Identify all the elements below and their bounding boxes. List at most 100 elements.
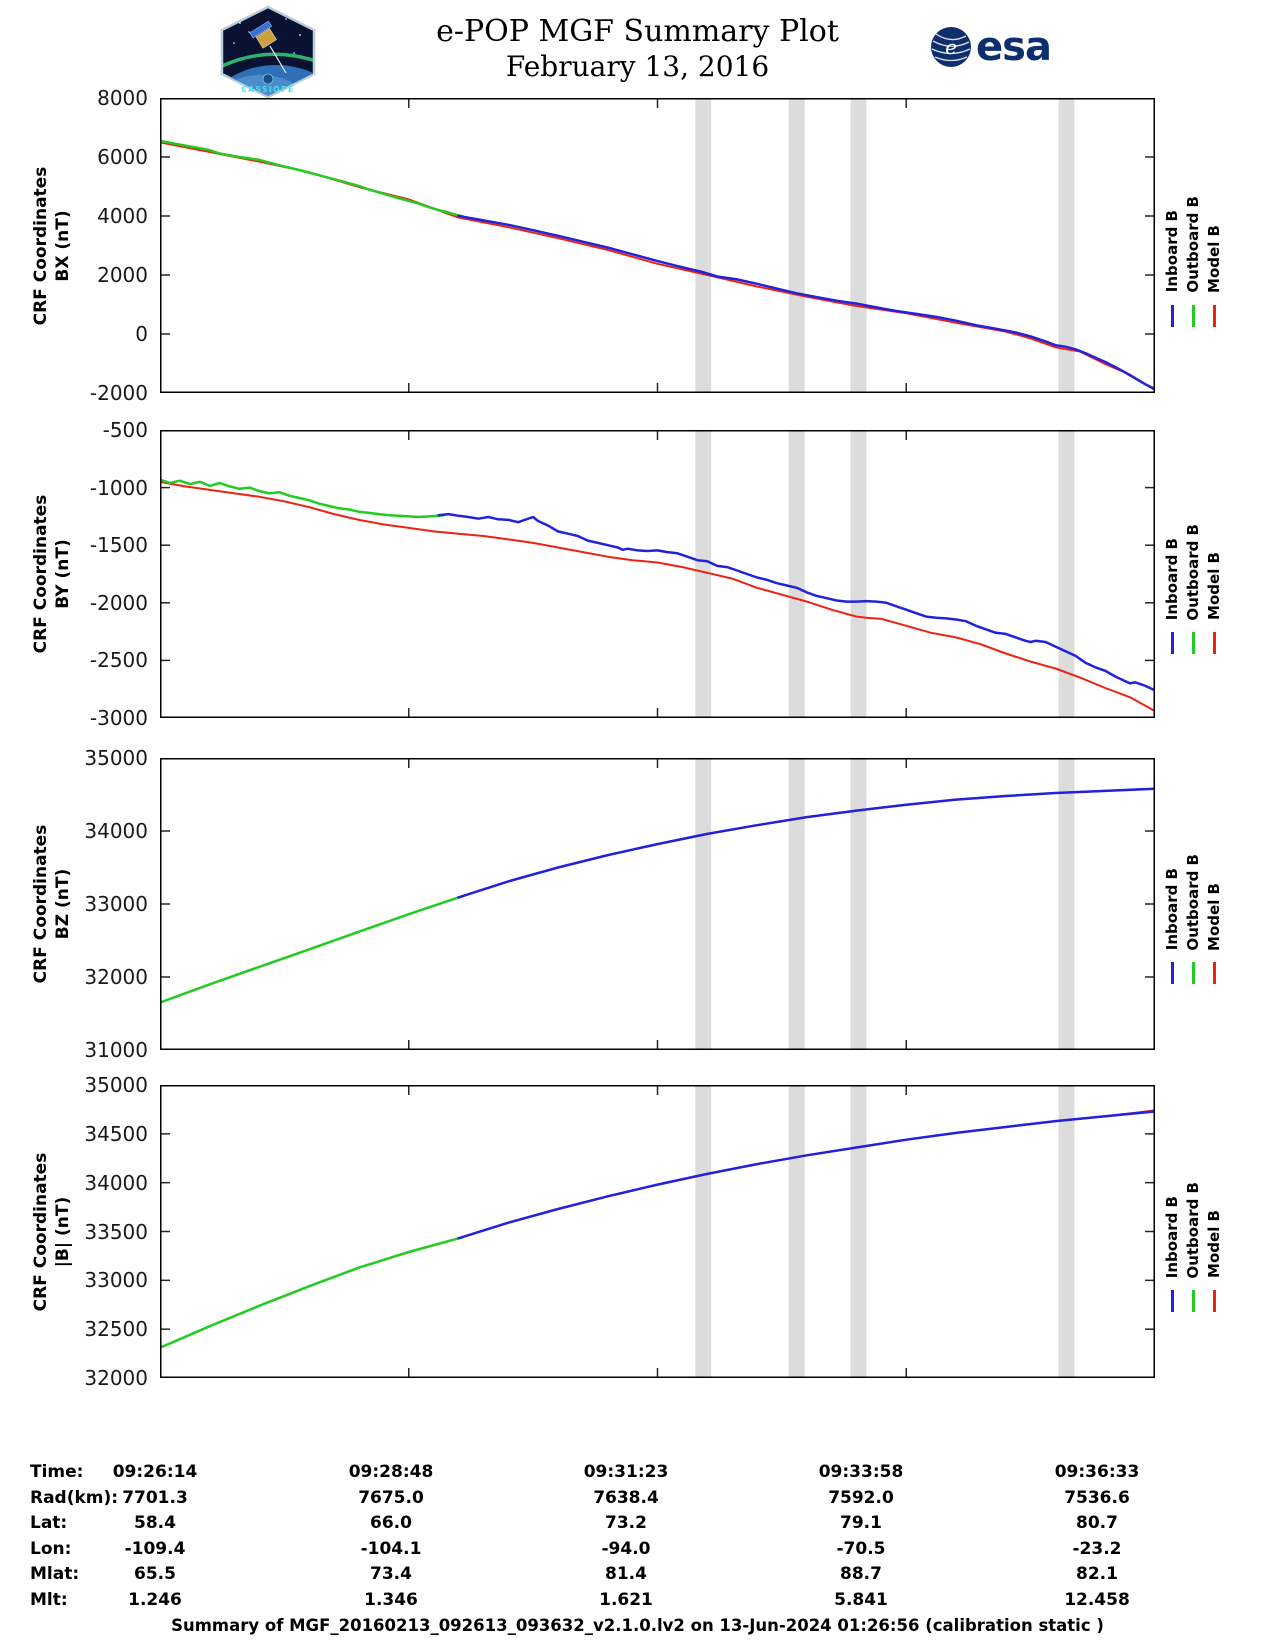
series-inboard-b: [457, 214, 1155, 391]
table-cell-value: 1.621: [599, 1589, 653, 1610]
legend-label-outboard-b: Outboard B: [1183, 128, 1203, 293]
legend-label-text: Inboard B: [1163, 868, 1181, 951]
series-model-b: [160, 141, 1155, 392]
panel-2-axis-label: CRF Coordinates BY (nT): [31, 494, 73, 654]
series-model-b: [160, 1109, 1155, 1349]
legend-label-text: Outboard B: [1184, 1181, 1202, 1279]
legend-label-model-b: Model B: [1204, 1114, 1224, 1278]
series-model-b: [160, 480, 1155, 713]
table-cell-value: 09:36:33: [1054, 1462, 1140, 1482]
panel-3-plot-area: [160, 758, 1155, 1050]
shaded-time-band: [695, 1086, 712, 1377]
table-cell-value: 1.346: [364, 1589, 418, 1610]
legend-label-inboard-b: Inboard B: [1162, 787, 1182, 951]
y-tick-label: -2000: [89, 381, 148, 405]
table-row-label: Mlt:: [30, 1589, 68, 1610]
panel-3-axis-label: CRF Coordinates BZ (nT): [31, 824, 73, 984]
legend-label-inboard-b: Inboard B: [1162, 128, 1182, 293]
esa-wordmark: esa: [976, 24, 1052, 70]
table-cell-value: 82.1: [1076, 1564, 1118, 1584]
legend-label-model-b: Model B: [1204, 128, 1224, 293]
series-model-b: [160, 787, 1155, 1004]
series-inboard-b: [457, 1110, 1155, 1240]
patch-satellite: [249, 20, 277, 49]
series-outboard-b: [160, 139, 465, 218]
legend-label-text: Model B: [1205, 224, 1223, 293]
table-cell-value: 7675.0: [358, 1487, 424, 1508]
legend-label-text: Outboard B: [1184, 854, 1202, 951]
legend-label-text: Model B: [1205, 882, 1223, 951]
panel-4-plot-area: [160, 1085, 1155, 1378]
table-cell-value: 09:31:23: [583, 1462, 669, 1482]
y-tick-label: -2000: [89, 590, 148, 615]
shaded-time-band: [1058, 99, 1075, 392]
legend-label-text: Inboard B: [1163, 210, 1181, 293]
panel-border: [160, 758, 1155, 1050]
panel-border: [160, 98, 1155, 393]
legend-label-text: Outboard B: [1184, 523, 1202, 621]
shaded-time-band: [1058, 431, 1075, 717]
y-tick-label: 31000: [84, 1038, 148, 1062]
legend-color-swatch: [1191, 631, 1195, 654]
legend-color-swatch: [1191, 962, 1195, 985]
y-tick-label: 32500: [84, 1317, 148, 1342]
legend-color-swatch: [1191, 1290, 1195, 1313]
shaded-time-band: [695, 431, 712, 717]
series-outboard-b: [160, 478, 445, 519]
svg-text:e: e: [945, 35, 957, 59]
y-tick-label: 4000: [97, 204, 148, 228]
table-cell-value: 7638.4: [593, 1487, 659, 1508]
y-tick-label: -1500: [89, 533, 148, 558]
table-cell-value: 58.4: [134, 1513, 176, 1533]
series-outboard-b: [160, 1235, 465, 1349]
table-row-label: Lat:: [30, 1513, 68, 1533]
legend-label-outboard-b: Outboard B: [1183, 459, 1203, 621]
y-tick-label: 34500: [84, 1121, 148, 1146]
y-tick-label: 32000: [84, 965, 148, 989]
shaded-time-band: [850, 431, 867, 717]
panel-border: [160, 430, 1155, 718]
legend-label-outboard-b: Outboard B: [1183, 787, 1203, 951]
patch-label: CASSIOPE: [241, 85, 295, 94]
legend-color-swatch: [1191, 304, 1195, 327]
esa-logo: e esa: [928, 24, 1052, 70]
y-tick-label: 0: [135, 322, 148, 346]
legend-label-inboard-b: Inboard B: [1162, 1114, 1182, 1278]
y-tick-label: -3000: [89, 706, 148, 730]
series-outboard-b: [160, 894, 465, 1004]
legend-label-text: Inboard B: [1163, 1196, 1181, 1279]
table-cell-value: 1.246: [128, 1589, 182, 1610]
page-title: e-POP MGF Summary Plot: [436, 14, 839, 49]
table-cell-value: 5.841: [834, 1589, 888, 1610]
y-tick-label: 33000: [84, 892, 148, 916]
cassiope-patch-graphic: CASSIOPE: [220, 5, 316, 99]
table-cell-value: 66.0: [370, 1513, 412, 1533]
table-row-label: Mlat:: [30, 1564, 80, 1584]
y-tick-label: 34000: [84, 819, 148, 843]
legend-label-text: Model B: [1205, 1210, 1223, 1279]
table-cell-value: 80.7: [1076, 1513, 1118, 1533]
panel-4-axis-label: CRF Coordinates |B| (nT): [31, 1152, 73, 1311]
panel-1-plot-area: [160, 98, 1155, 393]
table-cell-value: 73.2: [605, 1513, 647, 1533]
legend-label-inboard-b: Inboard B: [1162, 459, 1182, 620]
legend-label-text: Inboard B: [1163, 537, 1181, 621]
table-cell-value: 09:28:48: [348, 1462, 434, 1482]
table-cell-value: 7536.6: [1064, 1487, 1130, 1508]
table-cell-value: -23.2: [1072, 1538, 1122, 1559]
shaded-time-band: [788, 431, 805, 717]
footer-summary-text: Summary of MGF_20160213_092613_093632_v2…: [171, 1616, 1104, 1635]
table-cell-value: 7592.0: [828, 1487, 894, 1508]
shaded-time-band: [695, 99, 712, 392]
y-tick-label: 34000: [84, 1170, 148, 1195]
table-row-label: Lon:: [30, 1538, 72, 1559]
table-cell-value: 09:33:58: [818, 1462, 904, 1482]
series-inboard-b: [437, 512, 1155, 692]
y-tick-label: -2500: [89, 648, 148, 673]
patch-aurora: [223, 52, 313, 69]
table-cell-value: -104.1: [360, 1538, 422, 1559]
shaded-time-band: [788, 99, 805, 392]
table-cell-value: -70.5: [836, 1538, 886, 1559]
legend-color-swatch: [1170, 1290, 1174, 1313]
shaded-time-band: [850, 99, 867, 392]
